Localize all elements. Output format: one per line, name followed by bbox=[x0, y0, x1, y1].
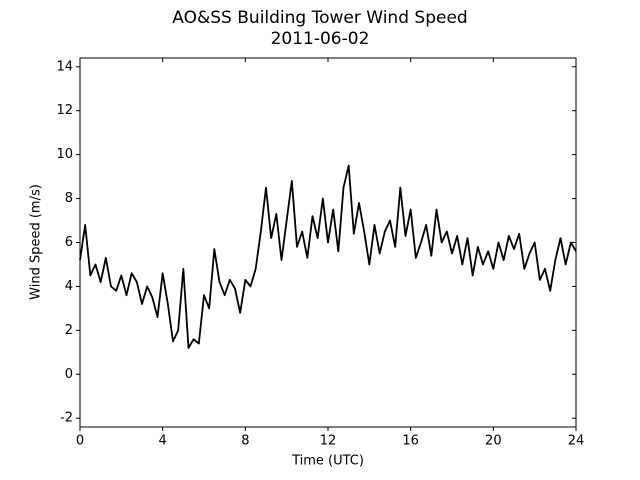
y-tick-label: 14 bbox=[56, 59, 73, 74]
y-tick-label: 4 bbox=[65, 279, 73, 294]
x-tick-label: 16 bbox=[402, 434, 419, 449]
x-tick-label: 24 bbox=[568, 434, 585, 449]
chart-subtitle: 2011-06-02 bbox=[271, 29, 370, 49]
chart-title: AO&SS Building Tower Wind Speed bbox=[172, 8, 467, 28]
y-axis-label: Wind Speed (m/s) bbox=[29, 184, 44, 300]
y-tick-label: 10 bbox=[56, 147, 73, 162]
x-tick-label: 0 bbox=[76, 434, 84, 449]
x-tick-label: 12 bbox=[320, 434, 337, 449]
y-tick-label: 12 bbox=[56, 103, 73, 118]
x-tick-label: 4 bbox=[159, 434, 167, 449]
y-tick-label: -2 bbox=[60, 411, 73, 426]
y-tick-label: 8 bbox=[65, 191, 73, 206]
y-tick-label: 0 bbox=[65, 367, 73, 382]
line bbox=[79, 164, 577, 349]
x-axis-label: Time (UTC) bbox=[291, 454, 364, 469]
x-tick-label: 20 bbox=[485, 434, 502, 449]
y-tick-label: 6 bbox=[65, 235, 73, 250]
y-tick-label: 2 bbox=[65, 323, 73, 338]
plot-frame bbox=[79, 57, 577, 428]
x-tick-label: 8 bbox=[241, 434, 249, 449]
